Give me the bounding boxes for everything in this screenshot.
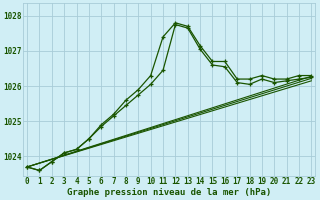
X-axis label: Graphe pression niveau de la mer (hPa): Graphe pression niveau de la mer (hPa) bbox=[67, 188, 271, 197]
